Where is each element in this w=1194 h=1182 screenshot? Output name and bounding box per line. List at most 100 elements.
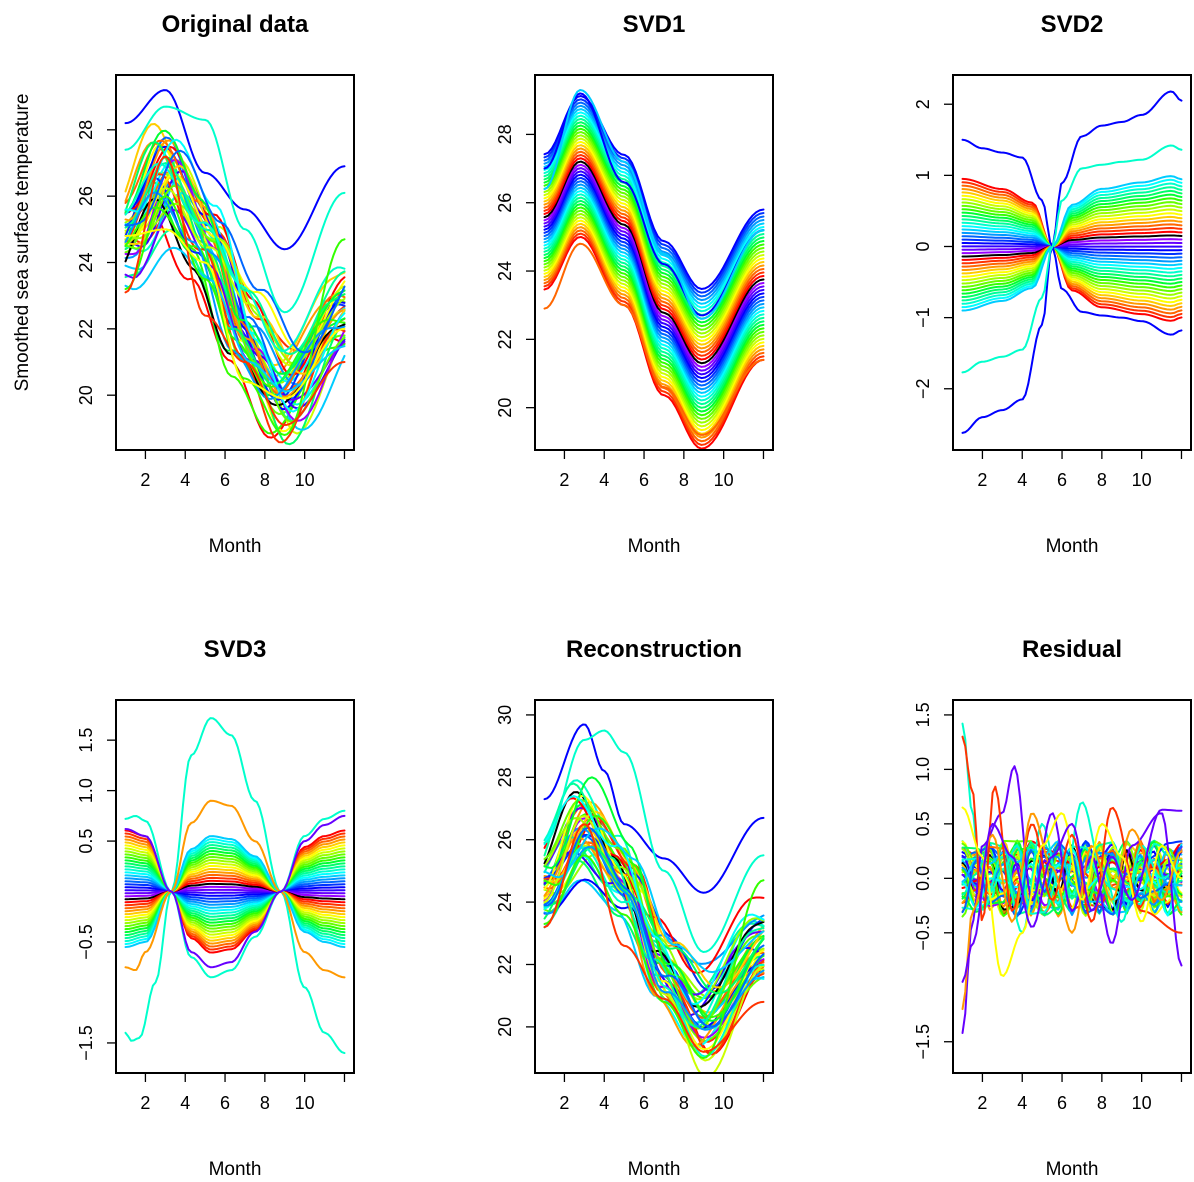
series-line [543, 226, 765, 439]
series-line [543, 108, 765, 305]
series-line [961, 212, 1183, 278]
y-tick-label: −2 [913, 378, 933, 399]
series-group [961, 90, 1183, 434]
panel-6: 2 4 6 8 10 −1.5 −0.5 0.0 0.5 1.0 1.5 Residual Month [913, 636, 1192, 1180]
series-group [961, 722, 1183, 1035]
series-line [543, 199, 765, 409]
series-line [961, 211, 1183, 285]
y-tick-label: −1 [913, 307, 933, 328]
series-line [543, 131, 765, 331]
series-line [961, 215, 1183, 281]
x-tick-label: 4 [180, 1093, 190, 1113]
series-line [124, 129, 346, 375]
x-tick-label: 2 [559, 470, 569, 490]
x-tick-label: 8 [260, 1093, 270, 1113]
x-tick-label: 4 [599, 470, 609, 490]
x-tick-label: 2 [977, 470, 987, 490]
series-line-highlight [124, 814, 346, 969]
series-line-highlight [961, 765, 1183, 1035]
x-tick-label: 8 [1097, 1093, 1107, 1113]
series-line-highlight [543, 729, 765, 953]
series-line [543, 180, 765, 387]
series-line [543, 176, 765, 383]
x-axis-label: Month [209, 536, 262, 557]
y-tick-label: 0.0 [913, 866, 933, 891]
series-line [961, 242, 1183, 252]
series-line-highlight [124, 105, 346, 314]
series-line [543, 203, 765, 413]
series-line [961, 177, 1183, 322]
series-line [543, 98, 765, 294]
series-line-highlight [961, 735, 1183, 934]
series-line [961, 194, 1183, 304]
plot-frame [534, 74, 774, 451]
series-line [543, 196, 765, 406]
y-tick-label: 0 [913, 241, 933, 251]
x-tick-label: 4 [180, 470, 190, 490]
y-tick-label: 2 [913, 99, 933, 109]
chart-title: SVD3 [204, 636, 267, 663]
x-tick-label: 10 [295, 1093, 315, 1113]
series-line-highlight [543, 823, 765, 1053]
series-line [961, 178, 1183, 309]
series-line [961, 201, 1183, 288]
series-line [124, 173, 346, 444]
y-tick-label: 22 [495, 954, 515, 974]
y-tick-label: 20 [495, 1017, 515, 1037]
series-line [543, 827, 765, 974]
x-tick-label: 2 [977, 1093, 987, 1113]
x-tick-label: 10 [1132, 1093, 1152, 1113]
y-tick-label: 1 [913, 170, 933, 180]
plot-frame [952, 74, 1192, 451]
series-line [543, 95, 765, 290]
y-tick-label: 24 [495, 261, 515, 281]
series-line [543, 219, 765, 432]
x-tick-label: 6 [639, 470, 649, 490]
series-line [961, 225, 1183, 270]
y-axis-label: Smoothed sea surface temperature [12, 94, 33, 392]
series-line [543, 134, 765, 335]
x-tick-label: 10 [714, 470, 734, 490]
x-axis-label: Month [628, 536, 681, 557]
series-line [543, 154, 765, 357]
y-tick-label: 0.5 [76, 829, 96, 854]
series-line [961, 208, 1183, 282]
series-group [543, 723, 765, 1073]
y-tick-label: 24 [76, 252, 96, 272]
series-line [961, 219, 1183, 272]
x-axis-label: Month [1046, 1159, 1099, 1180]
series-line [543, 186, 765, 394]
series-group [543, 89, 765, 450]
series-line [961, 204, 1183, 293]
x-axis-label: Month [209, 1159, 262, 1180]
y-tick-label: 28 [495, 124, 515, 144]
series-line-highlight [124, 717, 346, 1055]
x-tick-label: 2 [559, 1093, 569, 1113]
y-tick-label: 0.5 [913, 811, 933, 836]
series-line [961, 188, 1183, 311]
series-line-highlight [543, 242, 765, 436]
x-tick-label: 2 [140, 1093, 150, 1113]
series-line [961, 181, 1183, 319]
x-tick-label: 6 [220, 470, 230, 490]
series-line [543, 160, 765, 365]
series-line-highlight [961, 808, 1183, 983]
series-line [543, 235, 765, 450]
panel-3: 2 4 6 8 10 −2 −1 0 1 2 SVD2 Month [913, 11, 1192, 557]
series-line [961, 201, 1183, 296]
panel-4: 2 4 6 8 10 −1.5 −0.5 0.5 1.0 1.5 SVD3 Month [76, 636, 355, 1180]
series-line [543, 137, 765, 339]
x-tick-label: 8 [1097, 470, 1107, 490]
series-line [543, 173, 765, 380]
y-tick-label: 26 [495, 193, 515, 213]
x-axis-label: Month [628, 1159, 681, 1180]
series-line-highlight [124, 155, 346, 427]
x-tick-label: 4 [1017, 470, 1027, 490]
series-line [961, 215, 1183, 275]
series-line [543, 193, 765, 402]
series-line [961, 218, 1183, 278]
x-tick-label: 8 [679, 1093, 689, 1113]
series-line-highlight [124, 799, 346, 979]
